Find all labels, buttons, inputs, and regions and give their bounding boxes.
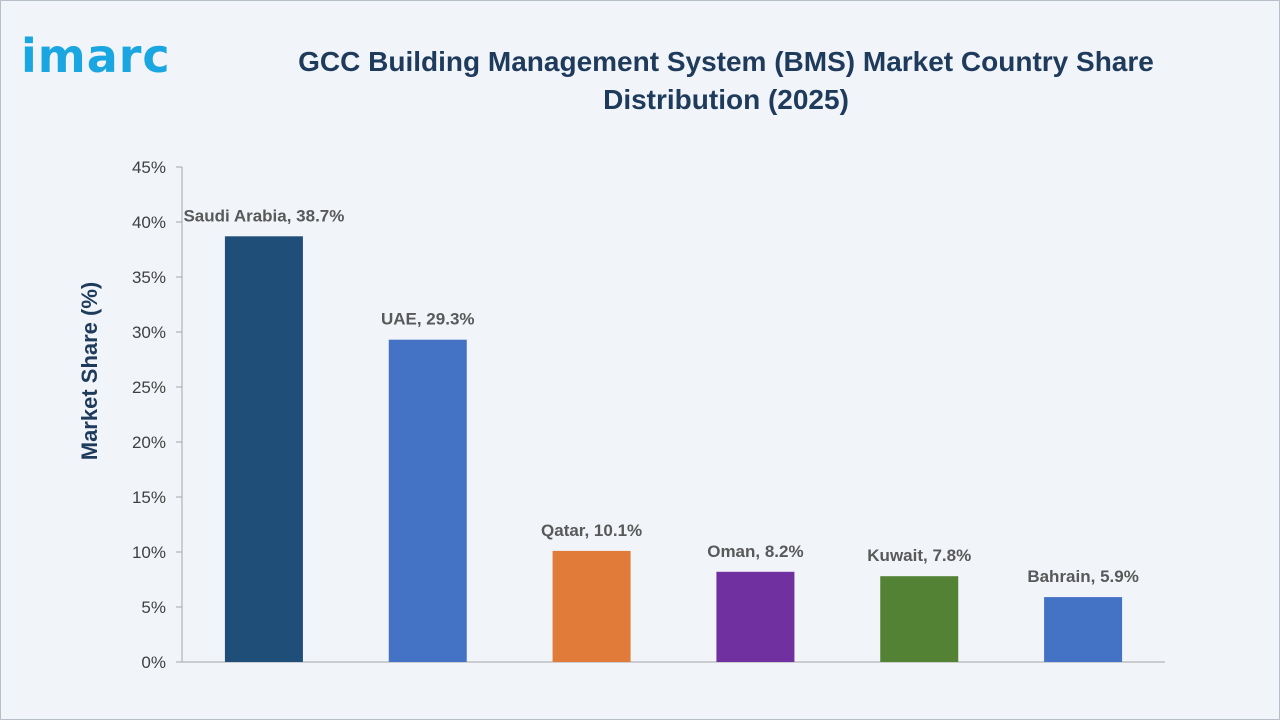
chart-title-line-2: Distribution (2025)	[603, 84, 849, 115]
y-tick-label: 40%	[132, 213, 166, 232]
y-tick-label: 15%	[132, 488, 166, 507]
chart-title: GCC Building Management System (BMS) Mar…	[261, 43, 1191, 119]
bar-kuwait	[880, 576, 959, 662]
bar-qatar	[552, 550, 631, 662]
y-tick-label: 30%	[132, 323, 166, 342]
bar-oman	[716, 571, 795, 662]
bar-bahrain	[1044, 597, 1123, 662]
data-label: Oman, 8.2%	[707, 542, 803, 561]
data-label: Saudi Arabia, 38.7%	[183, 206, 344, 225]
chart-title-line-1: GCC Building Management System (BMS) Mar…	[298, 46, 1154, 77]
y-tick-label: 25%	[132, 378, 166, 397]
y-tick-label: 0%	[141, 653, 166, 672]
y-tick-label: 5%	[141, 598, 166, 617]
y-tick-label: 35%	[132, 268, 166, 287]
data-label: Kuwait, 7.8%	[867, 546, 971, 565]
bar-uae	[388, 339, 467, 662]
data-label: UAE, 29.3%	[381, 310, 475, 329]
imarc-logo: imarc	[21, 29, 211, 89]
y-tick-label: 20%	[132, 433, 166, 452]
y-tick-label: 10%	[132, 543, 166, 562]
data-label: Bahrain, 5.9%	[1027, 567, 1139, 586]
bar-saudi-arabia	[224, 236, 303, 663]
logo-wordmark: imarc	[21, 29, 171, 83]
y-tick-label: 45%	[132, 158, 166, 177]
data-label: Qatar, 10.1%	[541, 521, 642, 540]
